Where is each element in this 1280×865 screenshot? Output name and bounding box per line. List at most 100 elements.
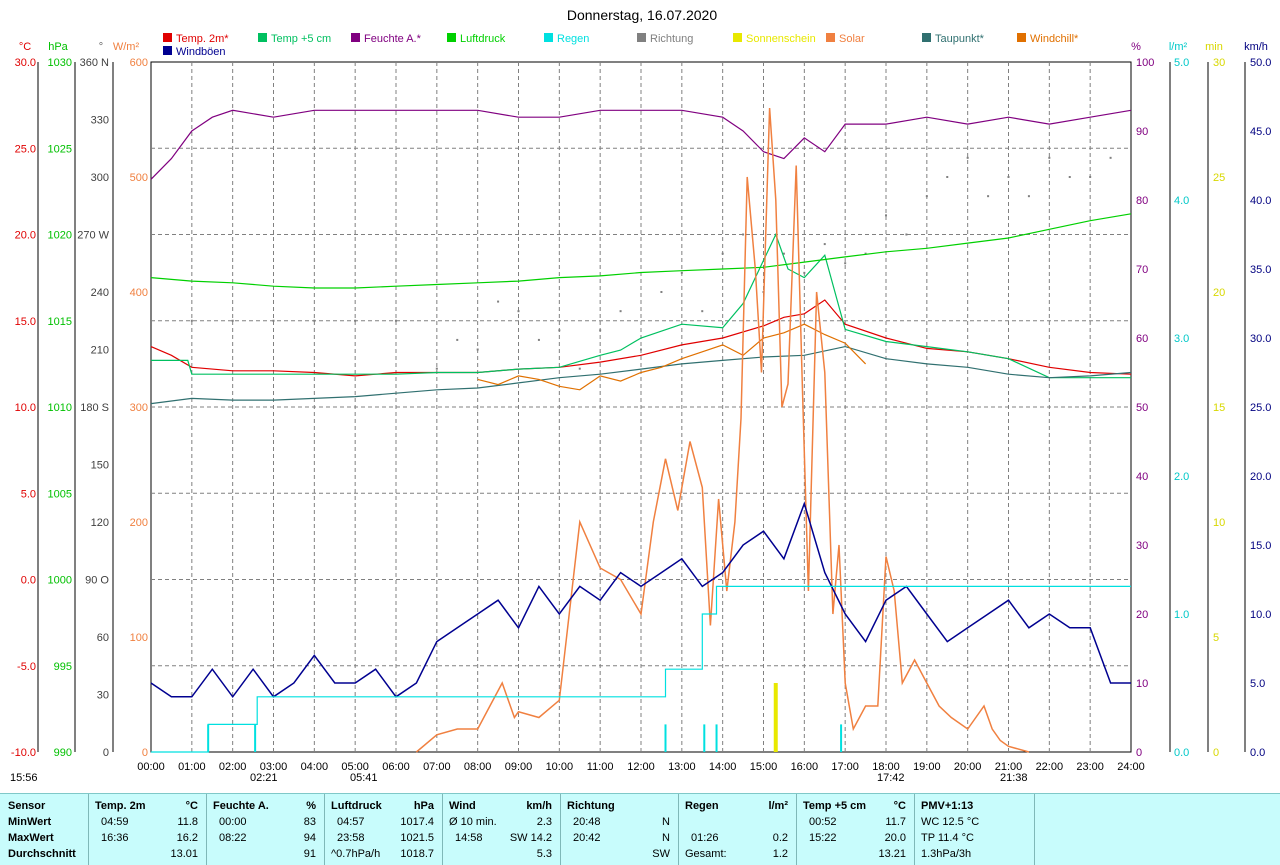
stats-cell: 16:36	[101, 832, 129, 844]
stats-header-wind: Wind	[449, 800, 476, 812]
rain-bar	[254, 724, 257, 752]
stats-col-empty	[1034, 794, 1280, 865]
series-line	[150, 299, 1132, 377]
stats-cell: 5.3	[536, 848, 552, 860]
tick-label-dir: 240	[91, 287, 109, 299]
stats-cell: 2.3	[536, 816, 552, 828]
tick-label-wind: 0.0	[1250, 747, 1265, 759]
direction-point	[1048, 156, 1051, 159]
event-mark1-time: 02:21	[250, 772, 278, 784]
direction-point	[782, 252, 785, 255]
tick-label-hum: 40	[1136, 471, 1148, 483]
tick-label-press: 1000	[48, 575, 72, 587]
legend-swatch	[258, 33, 267, 42]
direction-point	[803, 271, 806, 274]
series-line	[477, 323, 867, 391]
tick-label-sun: 30	[1213, 57, 1225, 69]
tick-label-press: 1015	[48, 316, 72, 328]
direction-point	[640, 348, 642, 351]
x-axis-ticks: 00:00 01:00 02:00 03:00 04:00 05:00 06:00 07:00…	[137, 761, 1145, 773]
direction-point	[497, 300, 500, 303]
rain-unit: l/m²	[1169, 41, 1188, 53]
tick-label-sun: 10	[1213, 517, 1225, 529]
stats-cell: 20:42	[573, 832, 601, 844]
direction-point	[1109, 156, 1112, 159]
chart-title: Donnerstag, 16.07.2020	[567, 7, 717, 23]
direction-point	[966, 156, 969, 159]
legend-swatch	[1017, 33, 1026, 42]
x-tick-label: 21:00	[995, 761, 1023, 773]
x-tick-label: 22:00	[1036, 761, 1064, 773]
tick-label-wind: 50.0	[1250, 57, 1271, 69]
x-tick-label: 23:00	[1076, 761, 1104, 773]
stats-cell: N	[662, 816, 670, 828]
direction-point	[619, 310, 622, 313]
x-tick-label: 18:00	[872, 761, 900, 773]
direction-point	[885, 214, 887, 217]
direction-point	[946, 176, 949, 178]
series-line	[150, 501, 1131, 699]
tick-label-temp: -5.0	[17, 661, 36, 673]
tick-label-hum: 80	[1136, 195, 1148, 207]
tick-label-wind: 10.0	[1250, 609, 1271, 621]
stats-table: Sensor MinWert MaxWert Durchschnitt Temp…	[0, 793, 1280, 865]
stats-cell: 1.3hPa/3h	[921, 848, 972, 860]
tick-label-press: 995	[54, 661, 72, 673]
stats-col-rain: Regen l/m² 01:26 0.2 Gesamt: 1.2	[678, 794, 796, 865]
event-mark2-time: 17:42	[877, 772, 905, 784]
stats-cell: 1021.5	[400, 832, 434, 844]
tick-label-hum: 70	[1136, 264, 1148, 276]
series-line	[150, 345, 1132, 405]
tick-label-temp: 30.0	[15, 57, 36, 69]
direction-point	[435, 367, 438, 370]
tick-label-solar: 300	[130, 402, 148, 414]
series-layer	[150, 107, 1132, 753]
tick-label-press: 1005	[48, 488, 72, 500]
direction-point	[476, 348, 479, 351]
stats-cell: 00:52	[809, 816, 837, 828]
stats-col-hum: Feuchte A. % 00:00 83 08:22 94 91	[206, 794, 324, 865]
tick-label-dir: 30	[97, 690, 109, 702]
x-tick-label: 09:00	[505, 761, 533, 773]
legend-label: Taupunkt*	[935, 33, 985, 45]
temp-unit: °C	[19, 41, 31, 53]
stats-col-sensor: Sensor MinWert MaxWert Durchschnitt	[0, 794, 88, 865]
stats-cell: 94	[303, 832, 316, 844]
legend-swatch	[826, 33, 835, 42]
legend-label: Windchill*	[1030, 33, 1079, 45]
stats-cell: 11.7	[885, 816, 906, 828]
tick-label-rain: 1.0	[1174, 609, 1189, 621]
legend-label: Sonnenschein	[746, 33, 816, 45]
tick-label-dir: 300	[91, 172, 109, 184]
direction-point	[1007, 176, 1010, 178]
tick-label-sun: 25	[1213, 172, 1225, 184]
series-line	[151, 232, 1131, 379]
legend-label: Temp +5 cm	[271, 33, 331, 45]
axis-unit-labels: °C hPa ° W/m² % l/m² min km/h	[19, 41, 1268, 53]
x-tick-label: 04:00	[301, 761, 329, 773]
direction-point	[354, 319, 357, 322]
sun-events: 15:56 02:21 05:41 17:42 21:38	[10, 772, 1028, 784]
event-left-time: 15:56	[10, 772, 38, 784]
stats-header-temp-unit: °C	[185, 800, 198, 812]
stats-cell: 01:26	[691, 832, 719, 844]
legend-swatch	[733, 33, 742, 42]
direction-point	[905, 233, 908, 236]
stats-cell: Gesamt:	[685, 848, 727, 860]
stats-header-dir: Richtung	[567, 800, 615, 812]
tick-label-rain: 5.0	[1174, 57, 1189, 69]
x-tick-label: 12:00	[627, 761, 655, 773]
sunshine-bar	[773, 683, 778, 752]
tick-label-dir: 90 O	[85, 575, 109, 587]
legend-label: Solar	[839, 33, 865, 45]
series-line	[415, 107, 1030, 753]
stats-cell: SW 14.2	[509, 832, 552, 844]
x-tick-label: 13:00	[668, 761, 696, 773]
tick-label-hum: 10	[1136, 678, 1148, 690]
rain-bar	[664, 724, 667, 752]
stats-header-temp5-unit: °C	[893, 800, 906, 812]
tick-label-dir: 150	[91, 460, 109, 472]
stats-row-label: MinWert	[8, 816, 52, 828]
stats-header-press-unit: hPa	[413, 800, 434, 812]
tick-label-hum: 0	[1136, 747, 1142, 759]
